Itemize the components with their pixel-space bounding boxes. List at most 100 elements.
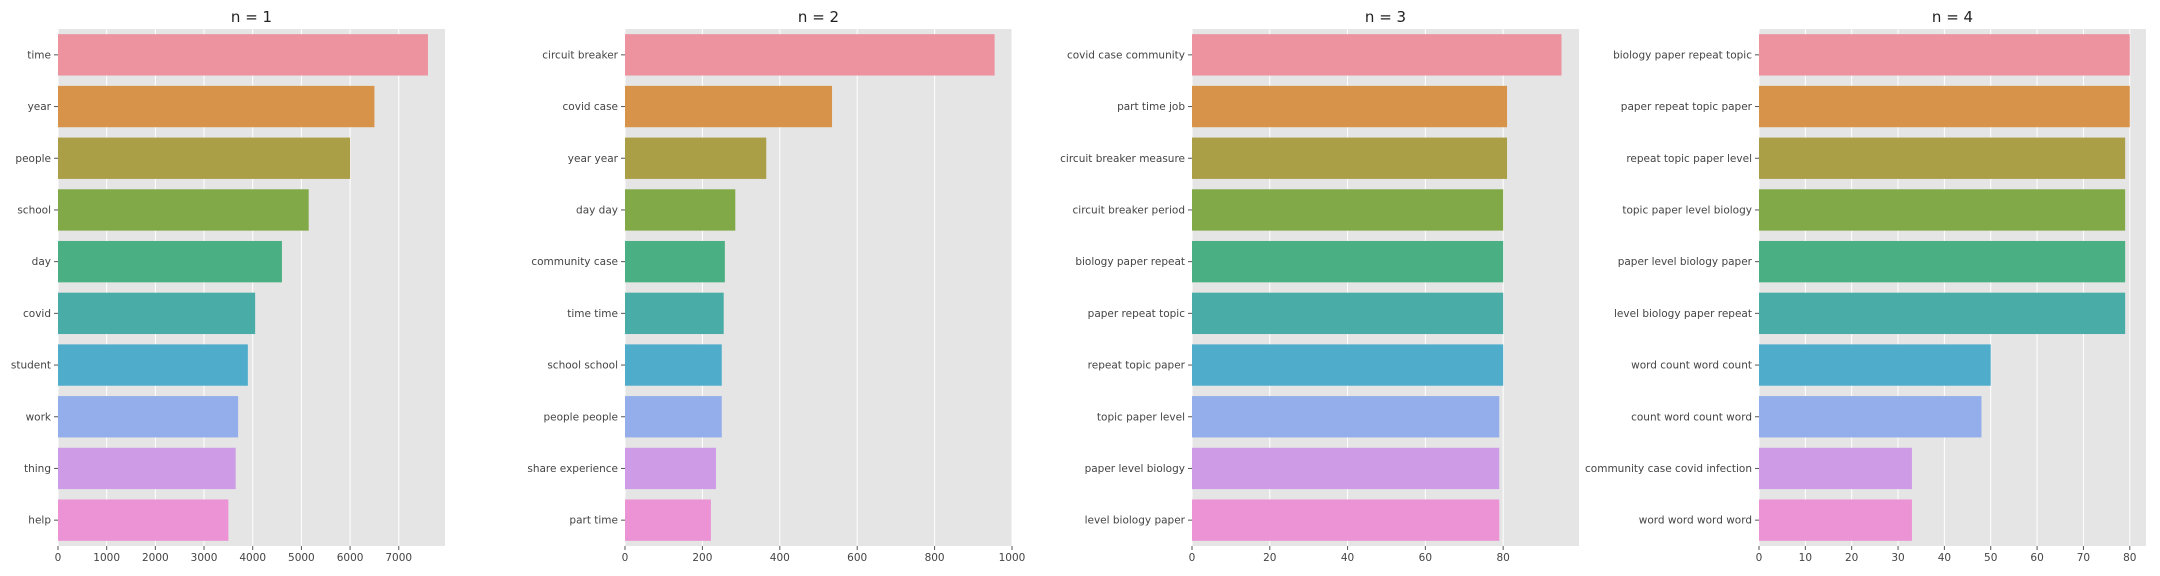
category-label: share experience [527, 463, 618, 475]
bar-covid-case-community [1192, 34, 1562, 76]
x-tick-label: 2000 [142, 552, 169, 564]
category-label: count word count word [1631, 411, 1752, 423]
subplot-4: 0 10 20 30 40 50 60 70 80 biology paper repeat to… [1585, 8, 2146, 564]
bar-word-count-word-count [1759, 344, 1991, 386]
bar-school-school [625, 344, 722, 386]
bar-topic-paper-level [1192, 396, 1500, 438]
bar-year [58, 85, 375, 128]
x-tick-label: 60 [1419, 552, 1432, 564]
category-label: biology paper repeat [1075, 256, 1185, 268]
bar-circuit-breaker-period [1192, 189, 1504, 231]
category-label: year year [568, 153, 619, 165]
category-label: paper repeat topic [1088, 308, 1186, 320]
x-tick-label: 30 [1891, 552, 1904, 564]
category-label: time [27, 49, 51, 61]
bar-year-year [625, 137, 767, 179]
x-tick-label: 800 [925, 552, 945, 564]
bar-count-word-count-word [1759, 396, 1982, 438]
category-label: people people [543, 411, 618, 423]
category-label: time time [567, 308, 618, 320]
bar-school [58, 189, 309, 231]
bar-day [58, 240, 282, 283]
category-label: school school [547, 360, 618, 372]
category-label: covid case community [1067, 49, 1185, 61]
subplot-title: n = 3 [1365, 8, 1406, 26]
category-label: year [28, 101, 52, 113]
bar-paper-repeat-topic-paper [1759, 85, 2130, 128]
category-label: paper level biology [1085, 463, 1185, 475]
x-tick-label: 6000 [337, 552, 364, 564]
x-tick-label: 400 [770, 552, 790, 564]
bar-part-time [625, 499, 711, 541]
bar-people-people [625, 396, 722, 438]
bar-topic-paper-level-biology [1759, 189, 2126, 231]
x-tick-label: 40 [1938, 552, 1951, 564]
category-label: day day [576, 204, 618, 216]
category-label: community case covid infection [1585, 463, 1752, 475]
bar-repeat-topic-paper-level [1759, 137, 2126, 179]
bar-time [58, 34, 428, 76]
category-label: paper level biology paper [1618, 256, 1753, 268]
bar-level-biology-paper [1192, 499, 1500, 541]
bar-repeat-topic-paper [1192, 344, 1504, 386]
x-tick-label: 200 [692, 552, 712, 564]
category-label: school [17, 204, 51, 216]
bar-community-case-covid-infection [1759, 447, 1912, 490]
category-label: circuit breaker [542, 49, 618, 61]
bar-help [58, 499, 229, 541]
bar-paper-level-biology [1192, 447, 1500, 490]
x-tick-label: 50 [1984, 552, 1997, 564]
x-tick-label: 1000 [93, 552, 120, 564]
x-tick-label: 60 [2030, 552, 2043, 564]
x-tick-label: 5000 [288, 552, 315, 564]
x-tick-label: 10 [1799, 552, 1812, 564]
bar-paper-repeat-topic [1192, 292, 1504, 335]
bar-biology-paper-repeat [1192, 240, 1504, 283]
category-label: thing [24, 463, 51, 475]
subplot-title: n = 2 [798, 8, 839, 26]
bar-share-experience [625, 447, 716, 490]
x-tick-label: 20 [1845, 552, 1858, 564]
category-label: people [15, 153, 51, 165]
category-label: level biology paper [1085, 515, 1186, 527]
category-label: covid case [563, 101, 618, 113]
category-label: student [11, 360, 51, 372]
bar-word-word-word-word [1759, 499, 1912, 541]
bar-covid [58, 292, 256, 335]
x-tick-label: 600 [847, 552, 867, 564]
subplot-title: n = 1 [231, 8, 272, 26]
category-label: circuit breaker period [1073, 204, 1186, 216]
category-label: level biology paper repeat [1614, 308, 1752, 320]
x-tick-label: 0 [1756, 552, 1763, 564]
x-tick-label: 70 [2077, 552, 2090, 564]
bar-student [58, 344, 248, 386]
category-label: work [26, 411, 52, 423]
bar-people [58, 137, 351, 179]
category-label: topic paper level [1097, 411, 1185, 423]
bar-covid-case [625, 85, 833, 128]
x-tick-label: 1000 [999, 552, 1026, 564]
category-label: biology paper repeat topic [1613, 49, 1752, 61]
subplot-title: n = 4 [1932, 8, 1973, 26]
category-label: part time job [1117, 101, 1185, 113]
bar-paper-level-biology-paper [1759, 240, 2126, 283]
x-tick-label: 20 [1263, 552, 1276, 564]
category-label: help [28, 515, 51, 527]
x-tick-label: 0 [55, 552, 62, 564]
x-tick-label: 0 [1189, 552, 1196, 564]
bar-biology-paper-repeat-topic [1759, 34, 2130, 76]
x-tick-label: 3000 [191, 552, 218, 564]
bar-circuit-breaker-measure [1192, 137, 1508, 179]
x-tick-label: 7000 [385, 552, 412, 564]
category-label: word word word word [1639, 515, 1752, 527]
bar-circuit-breaker [625, 34, 995, 76]
bar-thing [58, 447, 236, 490]
x-tick-label: 4000 [239, 552, 266, 564]
category-label: community case [531, 256, 618, 268]
category-label: day [32, 256, 51, 268]
x-tick-label: 40 [1341, 552, 1354, 564]
subplot-3: 0 20 40 60 80 covid case community part time j… [1060, 8, 1579, 564]
bar-level-biology-paper-repeat [1759, 292, 2126, 335]
bar-day-day [625, 189, 736, 231]
category-label: topic paper level biology [1622, 204, 1752, 216]
